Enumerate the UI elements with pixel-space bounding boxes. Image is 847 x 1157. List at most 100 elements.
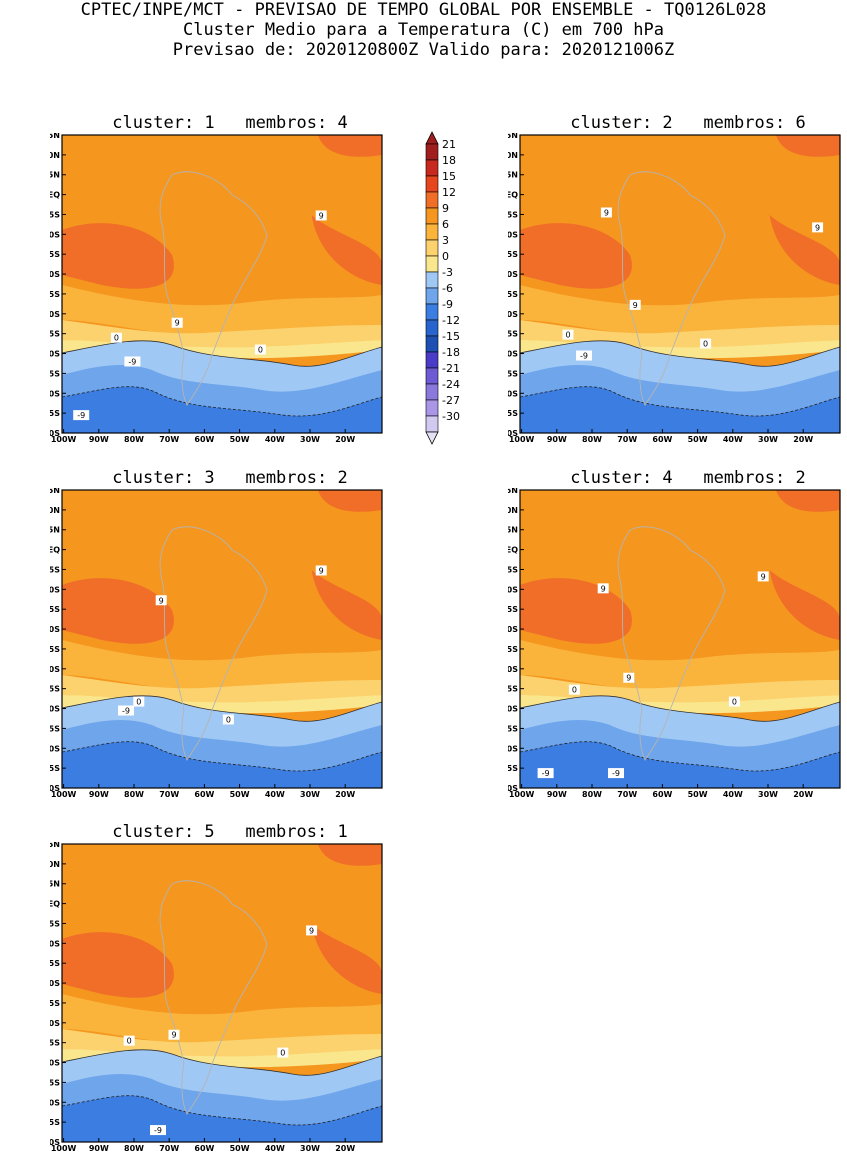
lon-label: 80W — [582, 435, 602, 444]
contour-label-box — [118, 705, 134, 716]
lon-label: 40W — [723, 790, 743, 799]
colorbar-label: 18 — [442, 154, 456, 167]
lat-label: 5S — [508, 210, 518, 219]
field-12-to-15 — [776, 490, 840, 512]
colorbar-swatch — [425, 287, 439, 305]
lat-label: 55S — [508, 764, 518, 773]
lat-label: 10S — [50, 230, 60, 239]
lat-label: 5N — [50, 526, 60, 535]
lat-label: 15N — [50, 842, 60, 849]
lon-label: 30W — [300, 790, 320, 799]
plot-frame — [61, 489, 383, 789]
colorbar-bottom-arrow — [425, 431, 439, 445]
lon-label: 60W — [652, 435, 672, 444]
contour-label-box — [315, 210, 327, 221]
contour-label-box — [623, 672, 635, 683]
lat-label: 15S — [508, 250, 518, 259]
lat-label: 60S — [50, 1138, 60, 1147]
field-12-to-15 — [311, 924, 382, 994]
colorbar-top-arrow — [425, 131, 439, 145]
lon-label: 40W — [265, 435, 285, 444]
continent-outline — [159, 526, 268, 761]
contour-label-box — [133, 696, 145, 707]
figure-header: CPTEC/INPE/MCT - PREVISAO DE TEMPO GLOBA… — [0, 0, 847, 60]
colorbar-label: -9 — [442, 298, 453, 311]
contour-label-box — [150, 1125, 166, 1136]
field-6-to-9 — [62, 285, 382, 337]
contour-label-box — [155, 595, 167, 606]
colorbar-swatch — [425, 223, 439, 241]
lon-label: 90W — [89, 790, 109, 799]
colorbar-swatch — [425, 415, 439, 433]
lon-label: 90W — [89, 435, 109, 444]
lat-label: 35S — [50, 1039, 60, 1048]
colorbar-swatch — [425, 159, 439, 177]
lat-label: 5N — [508, 526, 518, 535]
map: 9 9 9 0 0 -9 15N 10N 5N EQ 5S 10S 15S 20S 25S 30S 35S 40S… — [508, 133, 847, 445]
contour-label-box — [306, 925, 318, 936]
colorbar-swatch — [425, 207, 439, 225]
lon-label: 20W — [793, 435, 813, 444]
contour-minus-9 — [519, 386, 841, 417]
contour-label: 9 — [171, 1031, 176, 1040]
lon-label: 80W — [124, 790, 144, 799]
lat-label: 15S — [50, 959, 60, 968]
lat-label: 5S — [50, 565, 60, 574]
lat-label: 30S — [50, 1019, 60, 1028]
lat-label: 40S — [50, 705, 60, 714]
contour-label: 0 — [280, 1049, 285, 1058]
continent-outline — [617, 171, 726, 406]
lat-label: 20S — [50, 979, 60, 988]
colorbar-swatch — [425, 383, 439, 401]
lon-label: 20W — [335, 790, 355, 799]
colorbar-swatch — [425, 399, 439, 417]
lon-label: 50W — [230, 790, 250, 799]
colorbar-label: 21 — [442, 138, 456, 151]
field-12-to-15 — [318, 844, 382, 866]
lon-label: 60W — [194, 1144, 214, 1153]
field-minus-9-to-minus-6 — [62, 386, 382, 433]
field-6-to-9 — [520, 285, 840, 337]
lat-label: 15N — [50, 133, 60, 140]
contour-label: 9 — [626, 674, 631, 683]
contour-label-box — [123, 1035, 135, 1046]
contour-label: 9 — [175, 319, 180, 328]
colorbar-label: 0 — [442, 250, 449, 263]
lat-label: 45S — [508, 369, 518, 378]
lat-label: 10S — [508, 230, 518, 239]
colorbar-label: -21 — [442, 362, 460, 375]
lat-label: 55S — [508, 409, 518, 418]
colorbar-label: -30 — [442, 410, 460, 423]
lon-label: 100W — [509, 790, 535, 799]
contour-label-box — [629, 299, 641, 310]
colorbar-label: 9 — [442, 202, 449, 215]
lat-label: 30S — [50, 665, 60, 674]
panel-title: cluster: 5 membros: 1 — [112, 822, 348, 842]
colorbar-label: -24 — [442, 378, 460, 391]
contour-zero — [519, 340, 841, 367]
lat-label: 5N — [50, 880, 60, 889]
lat-label: EQ — [50, 191, 60, 200]
field-12-to-15 — [62, 578, 174, 644]
contour-label: -9 — [128, 357, 136, 366]
lon-label: 20W — [793, 790, 813, 799]
lon-label: 90W — [547, 435, 567, 444]
lat-label: 60S — [50, 429, 60, 438]
lat-label: 15S — [508, 605, 518, 614]
lon-label: 30W — [758, 790, 778, 799]
field-12-to-15 — [311, 215, 382, 285]
lat-label: 25S — [50, 645, 60, 654]
lat-label: 40S — [508, 705, 518, 714]
colorbar-label: -3 — [442, 266, 453, 279]
contour-label: -9 — [612, 769, 620, 778]
lon-label: 30W — [300, 435, 320, 444]
contour-label: -9 — [542, 769, 550, 778]
lon-label: 90W — [89, 1144, 109, 1153]
lon-label: 30W — [758, 435, 778, 444]
lon-label: 40W — [265, 1144, 285, 1153]
lat-label: 25S — [508, 645, 518, 654]
contour-label: 0 — [703, 340, 708, 349]
colorbar-swatch — [425, 191, 439, 209]
lon-label: 50W — [688, 790, 708, 799]
lat-label: 50S — [508, 744, 518, 753]
